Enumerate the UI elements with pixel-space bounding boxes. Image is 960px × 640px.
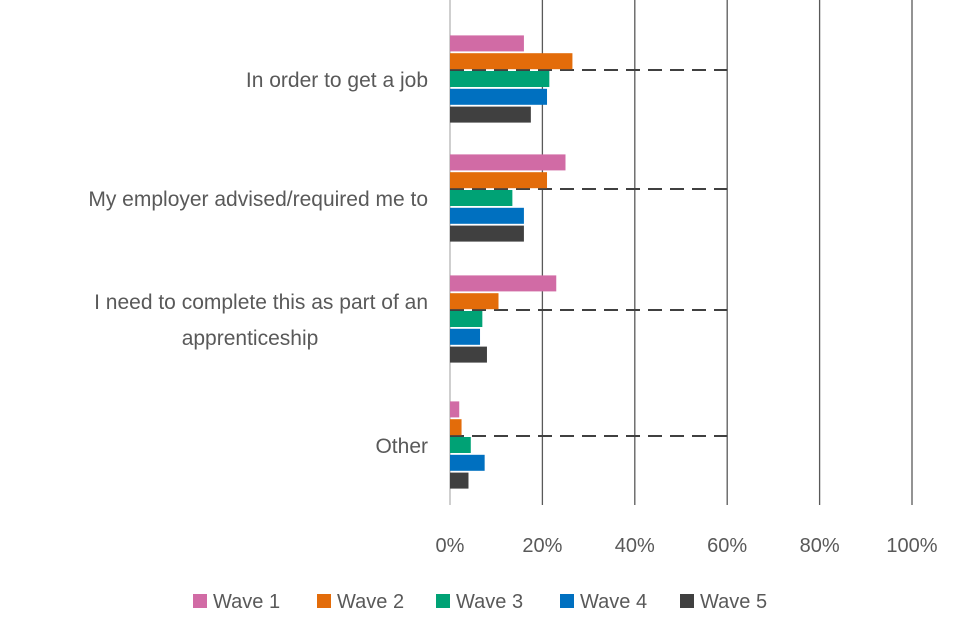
bar [450, 472, 469, 489]
bar [450, 419, 462, 436]
legend-item: Wave 1 [193, 591, 280, 613]
legend: Wave 1 Wave 2 Wave 3 Wave 4 Wave 5 [193, 591, 767, 613]
x-tick-labels: 0% 20% 40% 60% 80% 100% [436, 535, 938, 557]
legend-label: Wave 4 [580, 591, 647, 613]
bar [450, 35, 524, 52]
legend-swatch [436, 594, 450, 608]
bar [450, 71, 550, 87]
bar [450, 311, 483, 327]
legend-label: Wave 5 [700, 591, 767, 613]
bar [450, 88, 548, 105]
category-labels: In order to get a job My employer advised… [88, 69, 428, 458]
reference-lines [450, 69, 728, 437]
bar [450, 328, 481, 345]
bar [450, 53, 573, 70]
legend-label: Wave 2 [337, 591, 404, 613]
bar [450, 437, 471, 453]
x-tick-label: 0% [436, 535, 465, 557]
legend-item: Wave 4 [560, 591, 647, 613]
legend-swatch [680, 594, 694, 608]
legend-swatch [193, 594, 207, 608]
x-tick-label: 60% [707, 535, 747, 557]
bar [450, 106, 531, 123]
bar [450, 225, 524, 242]
x-tick-label: 20% [522, 535, 562, 557]
category-label: I need to complete this as part of an [94, 291, 428, 314]
bar [450, 172, 548, 189]
bar [450, 207, 524, 224]
legend-item: Wave 5 [680, 591, 767, 613]
bar [450, 401, 460, 418]
x-tick-label: 40% [615, 535, 655, 557]
legend-item: Wave 2 [317, 591, 404, 613]
bar [450, 275, 557, 292]
legend-label: Wave 1 [213, 591, 280, 613]
bar [450, 346, 487, 363]
bar [450, 190, 513, 206]
bar [450, 293, 499, 310]
category-label: apprenticeship [182, 327, 319, 350]
legend-swatch [317, 594, 331, 608]
x-tick-label: 80% [800, 535, 840, 557]
x-tick-label: 100% [886, 535, 937, 557]
category-label: My employer advised/required me to [88, 188, 428, 211]
legend-label: Wave 3 [456, 591, 523, 613]
category-label: In order to get a job [246, 69, 428, 92]
bar [450, 154, 566, 171]
bars [450, 35, 573, 489]
bar [450, 454, 485, 471]
legend-item: Wave 3 [436, 591, 523, 613]
category-label: Other [375, 435, 428, 458]
legend-swatch [560, 594, 574, 608]
